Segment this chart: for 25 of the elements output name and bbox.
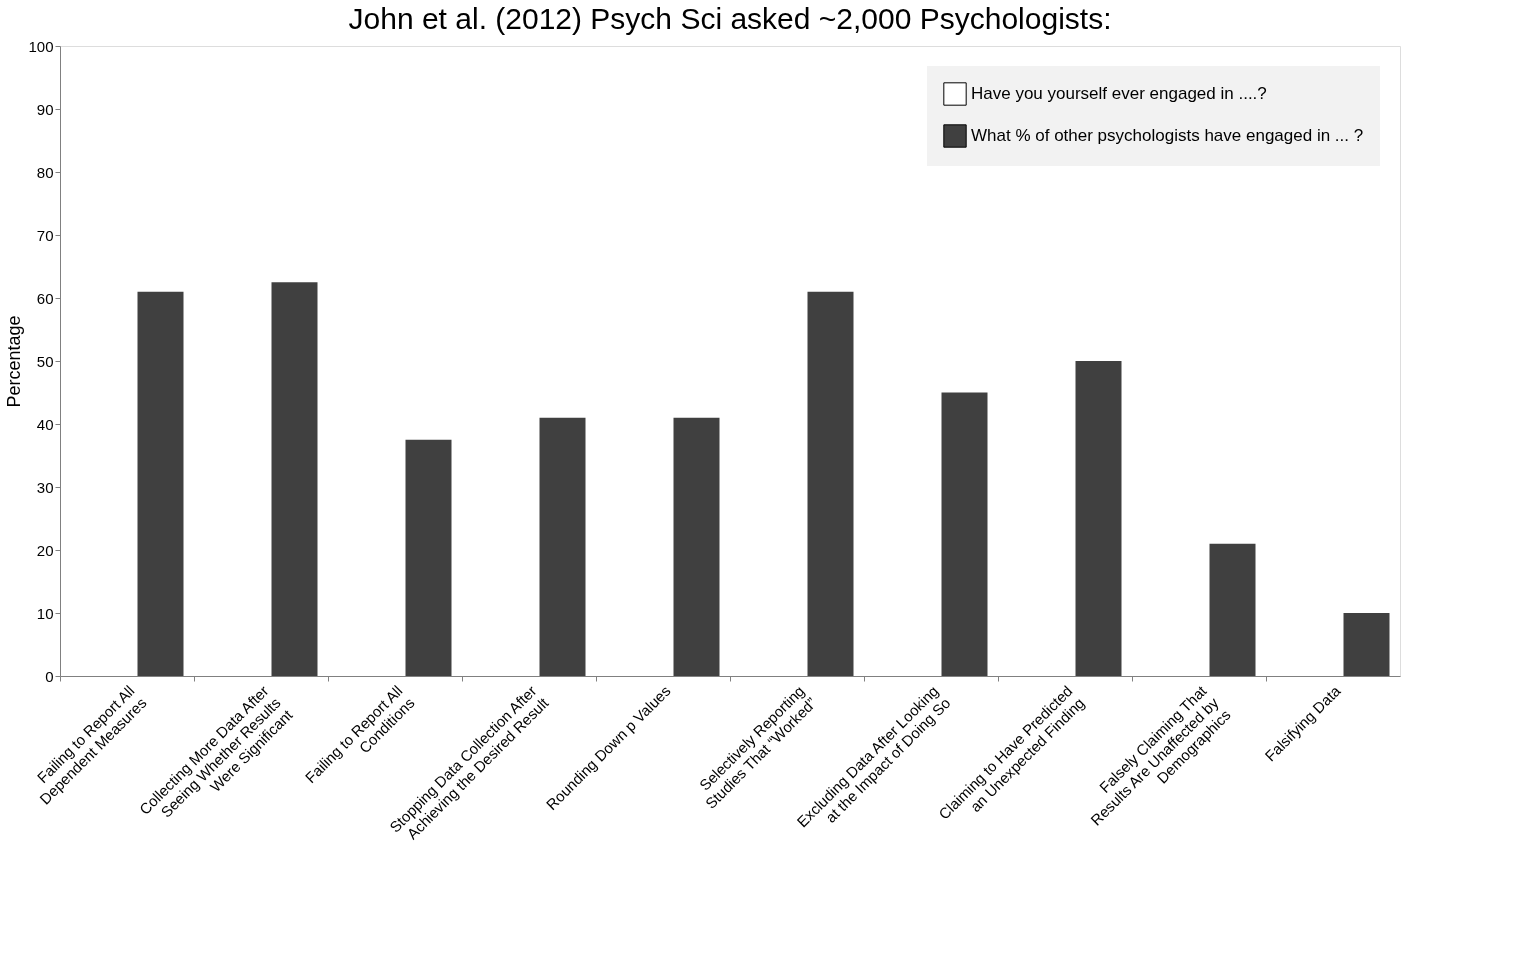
chart-title: John et al. (2012) Psych Sci asked ~2,000 Psychologists: [348,2,1112,35]
bar [1209,543,1256,676]
legend-label: Have you yourself ever engaged in ....? [971,84,1267,103]
y-tick-label: 60 [36,289,54,307]
bar [1343,613,1390,676]
y-tick-label: 90 [36,100,54,118]
bar [673,417,720,676]
bar [1075,361,1122,676]
bar [807,291,854,676]
bar [137,291,184,676]
bar [271,282,318,676]
y-tick-label: 80 [36,163,54,181]
bar [405,439,452,676]
y-tick-label: 70 [36,226,54,244]
y-tick-label: 0 [45,667,54,685]
y-tick-label: 40 [36,415,54,433]
y-tick-label: 10 [36,604,54,622]
y-tick-label: 20 [36,541,54,559]
y-tick-label: 30 [36,478,54,496]
bar [539,417,586,676]
y-axis-title: Percentage [4,315,25,408]
y-tick-label: 100 [28,37,54,55]
y-tick-label: 50 [36,352,54,370]
bar [941,392,988,676]
legend-label: What % of other psychologists have engaged in ... ? [971,126,1364,145]
